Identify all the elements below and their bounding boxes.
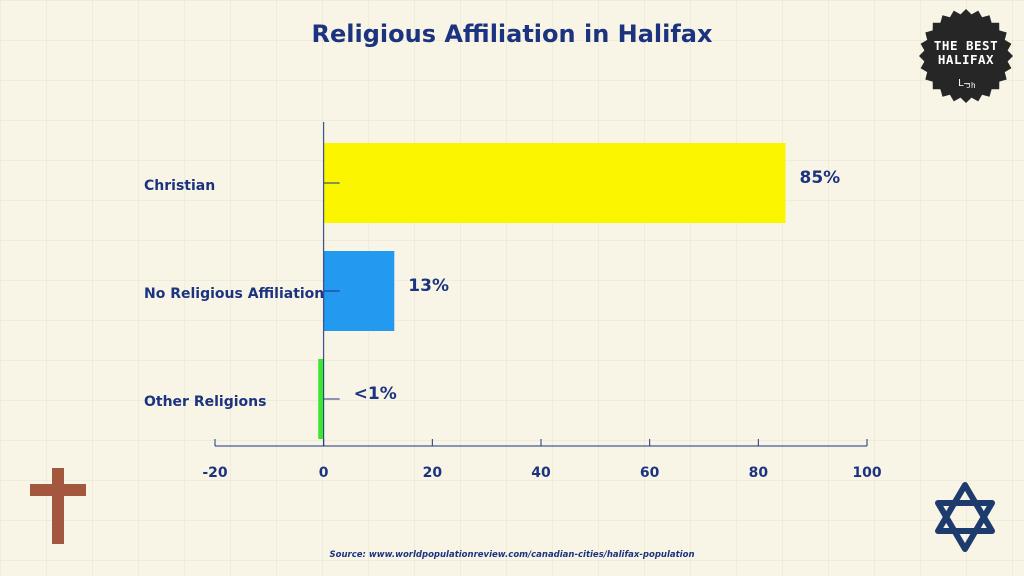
value-labels-group: 85% 13% <1% — [354, 168, 841, 404]
cross-icon — [30, 468, 86, 544]
star-of-david-icon — [935, 482, 995, 552]
x-tick-label-4: 60 — [640, 465, 660, 481]
bar-2 — [318, 359, 324, 439]
x-tick-label-2: 20 — [423, 465, 443, 481]
badge-line-2: HALIFAX — [937, 52, 995, 67]
x-tick-label-1: 0 — [319, 465, 329, 481]
x-tick-label-6: 100 — [852, 465, 881, 481]
category-label-1: No Religious Affiliation — [144, 286, 324, 302]
category-label-2: Other Religions — [144, 394, 266, 410]
badge-line-1: THE BEST — [933, 38, 999, 53]
chart-title: Religious Affiliation in Halifax — [311, 20, 713, 48]
the-best-halifax-badge: L̶ ɔh — [919, 9, 1013, 103]
x-tick-label-3: 40 — [531, 465, 551, 481]
svg-text:L̶: L̶ — [958, 78, 971, 89]
bar-0 — [323, 143, 786, 223]
x-tick-label-0: -20 — [202, 465, 228, 481]
svg-text:ɔh: ɔh — [966, 81, 976, 90]
value-label-1: 13% — [408, 276, 449, 296]
value-label-0: 85% — [800, 168, 841, 188]
bars-group — [318, 143, 786, 439]
y-ticks-group — [323, 182, 340, 400]
x-ticks-group: -20 0 20 40 60 80 100 — [202, 439, 882, 481]
source-note: Source: www.worldpopulationreview.com/ca… — [329, 550, 695, 560]
x-tick-label-5: 80 — [749, 465, 769, 481]
category-labels-group: Christian No Religious Affiliation Other R… — [144, 178, 324, 410]
value-label-2: <1% — [354, 384, 397, 404]
category-label-0: Christian — [144, 178, 215, 194]
